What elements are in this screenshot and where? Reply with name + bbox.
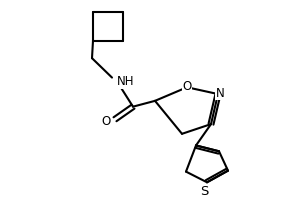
Text: O: O [102,115,111,128]
Text: S: S [200,185,208,198]
Text: N: N [216,87,224,100]
Text: O: O [182,80,192,93]
Text: NH: NH [117,75,134,88]
